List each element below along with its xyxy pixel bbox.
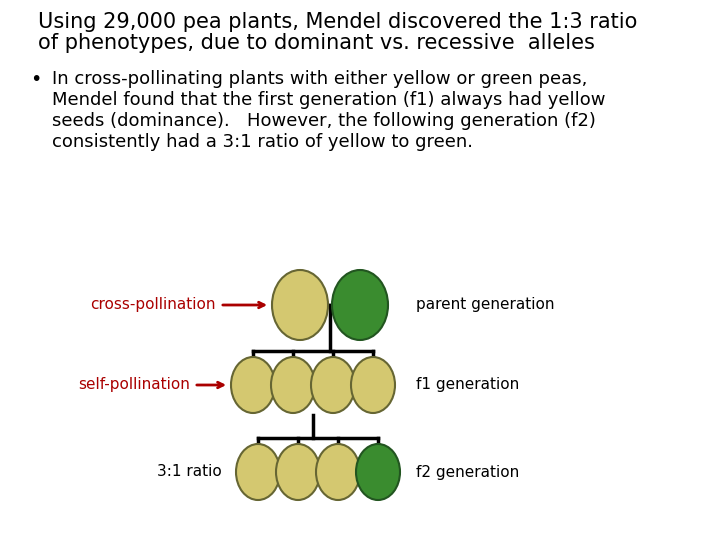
Text: •: • — [30, 70, 41, 89]
Text: 3:1 ratio: 3:1 ratio — [157, 464, 222, 480]
Text: of phenotypes, due to dominant vs. recessive  alleles: of phenotypes, due to dominant vs. reces… — [38, 33, 595, 53]
Text: cross-pollination: cross-pollination — [91, 298, 216, 313]
Text: self-pollination: self-pollination — [78, 377, 190, 393]
Ellipse shape — [272, 270, 328, 340]
Text: consistently had a 3:1 ratio of yellow to green.: consistently had a 3:1 ratio of yellow t… — [52, 133, 473, 151]
Text: f1 generation: f1 generation — [416, 377, 519, 393]
Text: In cross-pollinating plants with either yellow or green peas,: In cross-pollinating plants with either … — [52, 70, 588, 88]
Text: Mendel found that the first generation (f1) always had yellow: Mendel found that the first generation (… — [52, 91, 606, 109]
Text: parent generation: parent generation — [416, 298, 554, 313]
Ellipse shape — [356, 444, 400, 500]
Ellipse shape — [316, 444, 360, 500]
Ellipse shape — [311, 357, 355, 413]
Text: Using 29,000 pea plants, Mendel discovered the 1:3 ratio: Using 29,000 pea plants, Mendel discover… — [38, 12, 637, 32]
Text: f2 generation: f2 generation — [416, 464, 519, 480]
Text: seeds (dominance).   However, the following generation (f2): seeds (dominance). However, the followin… — [52, 112, 596, 130]
Ellipse shape — [231, 357, 275, 413]
Ellipse shape — [236, 444, 280, 500]
Ellipse shape — [271, 357, 315, 413]
Ellipse shape — [351, 357, 395, 413]
Ellipse shape — [276, 444, 320, 500]
Ellipse shape — [332, 270, 388, 340]
